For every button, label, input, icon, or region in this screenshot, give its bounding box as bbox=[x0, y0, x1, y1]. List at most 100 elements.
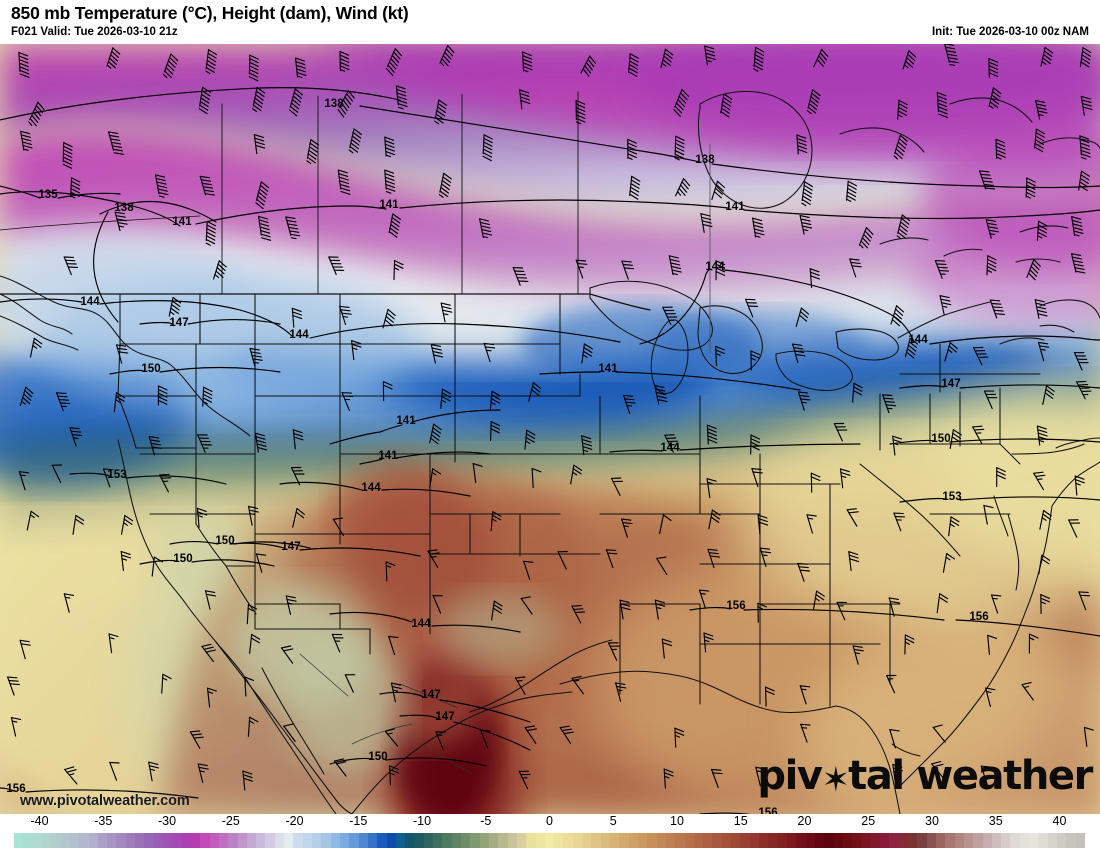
contour-label: 156 bbox=[758, 807, 777, 814]
colorbar-swatch bbox=[777, 833, 787, 848]
wind-barb bbox=[711, 180, 719, 200]
wind-barb-feather bbox=[258, 188, 268, 196]
wind-barb-feather bbox=[625, 401, 636, 404]
wind-barb bbox=[151, 556, 155, 577]
wind-barb-feather bbox=[678, 187, 686, 196]
wind-barb-feather bbox=[296, 71, 307, 76]
wind-barb-feather bbox=[575, 110, 586, 116]
wind-barb-feather bbox=[946, 53, 958, 57]
wind-barb-feather bbox=[587, 58, 595, 68]
wind-barb bbox=[344, 674, 354, 693]
wind-barb-feather bbox=[293, 91, 303, 99]
wind-barb bbox=[26, 510, 32, 531]
wind-barb-feather bbox=[396, 88, 407, 93]
wind-barb-feather bbox=[979, 170, 990, 173]
wind-barb-feather bbox=[989, 299, 1001, 302]
wind-barb-feather bbox=[898, 228, 907, 236]
wind-barb-feather bbox=[995, 145, 1006, 151]
wind-barb-feather bbox=[811, 92, 820, 100]
wind-barb-feather bbox=[675, 135, 685, 141]
wind-barb-feather bbox=[1025, 195, 1031, 199]
wind-barb-feather bbox=[1081, 103, 1092, 107]
wind-barb-feather bbox=[289, 233, 301, 237]
wind-barb-feather bbox=[431, 347, 442, 351]
wind-barb-feather bbox=[166, 63, 175, 72]
wind-barb bbox=[63, 593, 70, 613]
wind-barb-feather bbox=[559, 725, 570, 729]
wind-barb-feather bbox=[1080, 170, 1090, 177]
wind-barb-feather bbox=[754, 235, 761, 238]
wind-barb-feather bbox=[654, 385, 665, 389]
wind-barb-feather bbox=[589, 55, 597, 64]
colorbar-swatch bbox=[963, 833, 974, 848]
wind-barb-feather bbox=[248, 720, 255, 724]
colorbar-swatch bbox=[824, 833, 834, 848]
wind-barb-feather bbox=[889, 729, 900, 732]
wind-barb bbox=[619, 599, 624, 620]
wind-barb-feather bbox=[7, 676, 18, 679]
wind-barb-feather bbox=[440, 399, 447, 403]
wind-barb-feather bbox=[493, 600, 503, 607]
wind-barb bbox=[800, 723, 808, 743]
wind-barb-feather bbox=[70, 430, 81, 433]
wind-barb bbox=[292, 508, 298, 528]
wind-barb-feather bbox=[846, 195, 856, 201]
map-canvas[interactable]: 135 138 138 138 141 141 141 141 141 141 144 144 144 1… bbox=[0, 44, 1100, 814]
contour-label: 141 bbox=[725, 201, 745, 213]
wind-barb-feather bbox=[799, 215, 810, 219]
wind-barb-feather bbox=[291, 98, 301, 106]
wind-barb-feather bbox=[616, 689, 623, 692]
wind-barb-feather bbox=[389, 227, 399, 235]
wind-barb-feather bbox=[573, 608, 584, 610]
wind-barb-feather bbox=[37, 101, 45, 110]
wind-barb-feather bbox=[897, 231, 906, 239]
wind-barb-feather bbox=[722, 96, 732, 104]
wind-barb-feather bbox=[1041, 554, 1051, 561]
colorbar-swatch bbox=[535, 833, 545, 848]
wind-barb-feather bbox=[629, 60, 639, 67]
wind-barb-feather bbox=[854, 652, 861, 655]
colorbar-gradient-strip[interactable] bbox=[14, 833, 1085, 848]
wind-barb-feather bbox=[259, 222, 270, 227]
wind-barb-feather bbox=[394, 48, 403, 57]
wind-barb-feather bbox=[987, 258, 997, 265]
wind-barb-feather bbox=[519, 96, 530, 101]
wind-barb-feather bbox=[70, 180, 81, 187]
colorbar-swatch bbox=[237, 833, 247, 848]
wind-barb-feather bbox=[628, 71, 638, 77]
wind-barb-feather bbox=[973, 428, 985, 431]
wind-barb-feather bbox=[62, 152, 73, 159]
wind-barb-feather bbox=[385, 564, 392, 568]
wind-barb-feather bbox=[385, 180, 395, 185]
wind-barb-feather bbox=[986, 222, 997, 226]
wind-barb-feather bbox=[19, 474, 26, 477]
wind-barb bbox=[889, 729, 896, 749]
wind-barb-feather bbox=[20, 134, 31, 138]
wind-barb-feather bbox=[308, 149, 318, 157]
wind-barb-feather bbox=[983, 183, 994, 187]
wind-barb-feather bbox=[287, 602, 293, 605]
wind-barb-feather bbox=[720, 111, 730, 118]
wind-barb-feather bbox=[892, 442, 899, 446]
wind-barb bbox=[389, 765, 391, 786]
wind-barb-feather bbox=[821, 48, 829, 58]
wind-barb-feather bbox=[391, 686, 402, 690]
wind-barb-feather bbox=[605, 549, 617, 551]
wind-barb-feather bbox=[157, 188, 168, 192]
colorbar[interactable]: -40 -35 -30 -25 -20 -15 -10 -5 0 5 10 15 20 25 30 35 40 bbox=[0, 814, 1100, 850]
colorbar-swatch bbox=[51, 833, 61, 848]
wind-barb-feather bbox=[904, 641, 910, 645]
wind-barb-feather bbox=[202, 397, 213, 403]
wind-barb-feather bbox=[280, 645, 292, 649]
colorbar-tick: 30 bbox=[925, 814, 939, 828]
wind-barb-feather bbox=[707, 481, 713, 485]
wind-barb-feather bbox=[984, 187, 996, 190]
wind-barb-feather bbox=[629, 190, 639, 197]
wind-barb-feather bbox=[757, 514, 768, 519]
wind-barb-feather bbox=[69, 427, 80, 430]
wind-barb-feather bbox=[435, 113, 445, 121]
wind-barb-feather bbox=[995, 153, 1006, 158]
wind-barb bbox=[1034, 299, 1040, 319]
wind-barb-feather bbox=[1080, 61, 1090, 68]
